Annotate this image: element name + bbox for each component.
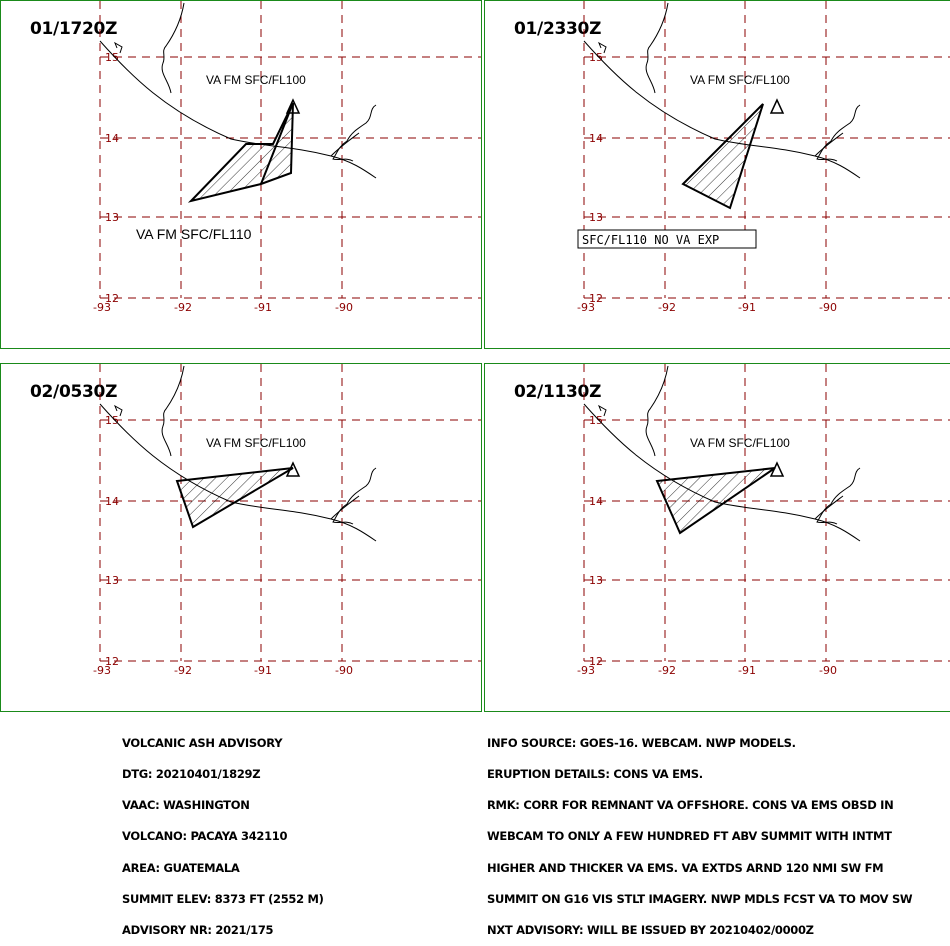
coastline-segment xyxy=(99,403,377,542)
volcano-marker xyxy=(285,461,301,477)
lat-tick-label: 15 xyxy=(105,51,119,64)
map-1: 15 14 13 12-93 -92 -91 -90 VA FM SFC/FL100 VA … xyxy=(93,1,481,314)
lon-tick-label: -90 xyxy=(819,301,837,314)
ash-level-label: VA FM SFC/FL100 xyxy=(206,73,306,87)
coastline-segment xyxy=(814,132,844,157)
lon-tick-label: -90 xyxy=(335,664,353,677)
lon-tick-label: -90 xyxy=(335,301,353,314)
lon-tick-label: -93 xyxy=(577,664,595,677)
lon-tick-label: -91 xyxy=(254,664,272,677)
coastline-segment xyxy=(814,495,844,520)
lat-tick-label: 12 xyxy=(105,292,119,305)
coastline-segment xyxy=(332,104,377,162)
forecast-panel-4: 02/1130Z 15 14 13 12 -93 -92 -91 -90 VA FM SFC/… xyxy=(484,363,950,712)
lon-tick-label: -91 xyxy=(254,301,272,314)
panel-time: 01/1720Z xyxy=(30,19,118,39)
lat-tick-label: 15 xyxy=(589,51,603,64)
advisory-line: SUMMIT ON G16 VIS STLT IMAGERY. NWP MDLS… xyxy=(487,891,913,906)
advisory-line: ADVISORY NR: 2021/175 xyxy=(122,923,274,938)
ash-level-label: VA FM SFC/FL100 xyxy=(206,436,306,450)
advisory-remarks-block: INFO SOURCE: GOES-16. WEBCAM. NWP MODELS… xyxy=(487,717,913,946)
ash-level-label-secondary: VA FM SFC/FL110 xyxy=(136,226,252,242)
lat-tick-label: 12 xyxy=(105,655,119,668)
ash-area xyxy=(681,103,764,210)
advisory-header-block: VOLCANIC ASH ADVISORY DTG: 20210401/1829… xyxy=(122,717,324,946)
coastline-segment xyxy=(114,404,123,417)
advisory-line: VOLCANIC ASH ADVISORY xyxy=(122,735,283,750)
lon-tick-label: -92 xyxy=(174,664,192,677)
advisory-line: VAAC: WASHINGTON xyxy=(122,798,250,813)
lat-tick-label: 13 xyxy=(589,574,603,587)
lon-tick-label: -93 xyxy=(93,664,111,677)
forecast-panel-2: 01/2330Z 15 14 13 12 -93 -92 -91 -90 VA FM SFC/… xyxy=(484,0,950,349)
lon-tick-label: -93 xyxy=(577,301,595,314)
coastline-segment xyxy=(330,132,360,157)
no-ash-box xyxy=(577,229,757,249)
lat-tick-label: 14 xyxy=(105,132,119,145)
lat-tick-label: 14 xyxy=(105,495,119,508)
lon-tick-label: -92 xyxy=(658,664,676,677)
coastline-segment xyxy=(161,365,185,457)
advisory-line: NXT ADVISORY: WILL BE ISSUED BY 20210402… xyxy=(487,923,814,938)
coastline-segment xyxy=(816,104,861,162)
coastline-segment xyxy=(332,467,377,525)
map-3: 15 14 13 12-93 -92 -91 -90 VA FM SFC/FL100 xyxy=(93,364,481,677)
coastline xyxy=(99,365,377,542)
ash-level-label: VA FM SFC/FL100 xyxy=(690,73,790,87)
coastline-segment xyxy=(598,41,607,54)
grid: 15 14 13 12-93 -92 -91 -90 xyxy=(93,364,481,677)
coastline-segment xyxy=(583,403,861,542)
ash-area xyxy=(655,467,776,535)
lat-tick-label: 15 xyxy=(589,414,603,427)
grid: 15 14 13 12-93 -92 -91 -90 xyxy=(577,364,950,677)
advisory-line: AREA: GUATEMALA xyxy=(122,860,240,875)
panel-time: 02/0530Z xyxy=(30,382,118,402)
volcano-marker xyxy=(285,98,301,114)
lat-tick-label: 12 xyxy=(589,655,603,668)
lat-tick-label: 13 xyxy=(105,574,119,587)
coastline xyxy=(583,365,861,542)
no-ash-label: SFC/FL110 NO VA EXP xyxy=(582,233,719,247)
map-4: 15 14 13 12-93 -92 -91 -90 VA FM SFC/FL100 xyxy=(577,364,950,677)
lon-tick-label: -93 xyxy=(93,301,111,314)
lat-tick-label: 12 xyxy=(589,292,603,305)
grid: 15 14 13 12-93 -92 -91 -90 xyxy=(577,1,950,314)
advisory-line: VOLCANO: PACAYA 342110 xyxy=(122,829,288,844)
advisory-line: ERUPTION DETAILS: CONS VA EMS. xyxy=(487,767,703,782)
advisory-line: DTG: 20210401/1829Z xyxy=(122,767,261,782)
advisory-line: SUMMIT ELEV: 8373 FT (2552 M) xyxy=(122,891,324,906)
lat-tick-label: 13 xyxy=(589,211,603,224)
ash-area xyxy=(187,102,294,203)
lat-tick-label: 13 xyxy=(105,211,119,224)
lat-tick-label: 14 xyxy=(589,132,603,145)
ash-area xyxy=(175,467,294,529)
lon-tick-label: -91 xyxy=(738,301,756,314)
forecast-panel-3: 02/0530Z 15 14 13 12 -93 -92 -91 -90 VA FM SFC/… xyxy=(0,363,482,712)
lon-tick-label: -90 xyxy=(819,664,837,677)
coastline-segment xyxy=(114,41,123,54)
map-2: 15 14 13 12-93 -92 -91 -90 VA FM SFC/FL100 SFC… xyxy=(577,1,950,314)
advisory-line: RMK: CORR FOR REMNANT VA OFFSHORE. CONS … xyxy=(487,798,894,813)
lat-tick-label: 15 xyxy=(105,414,119,427)
advisory-line: WEBCAM TO ONLY A FEW HUNDRED FT ABV SUMM… xyxy=(487,829,892,844)
coastline-segment xyxy=(330,495,360,520)
ash-level-label: VA FM SFC/FL100 xyxy=(690,436,790,450)
lon-tick-label: -92 xyxy=(174,301,192,314)
coastline-segment xyxy=(161,2,185,94)
volcano-marker xyxy=(769,98,785,114)
coastline-segment xyxy=(598,404,607,417)
volcano-marker xyxy=(769,461,785,477)
lon-tick-label: -91 xyxy=(738,664,756,677)
panel-time: 02/1130Z xyxy=(514,382,602,402)
coastline-segment xyxy=(816,467,861,525)
coastline-segment xyxy=(645,2,669,94)
forecast-panel-1: 01/1720Z 15 14 13 12 -93 -92 -91 -90 VA FM SFC/… xyxy=(0,0,482,349)
coastline-segment xyxy=(645,365,669,457)
lon-tick-label: -92 xyxy=(658,301,676,314)
lat-tick-label: 14 xyxy=(589,495,603,508)
advisory-line: HIGHER AND THICKER VA EMS. VA EXTDS ARND… xyxy=(487,860,884,875)
advisory-line: INFO SOURCE: GOES-16. WEBCAM. NWP MODELS… xyxy=(487,735,796,750)
panel-time: 01/2330Z xyxy=(514,19,602,39)
